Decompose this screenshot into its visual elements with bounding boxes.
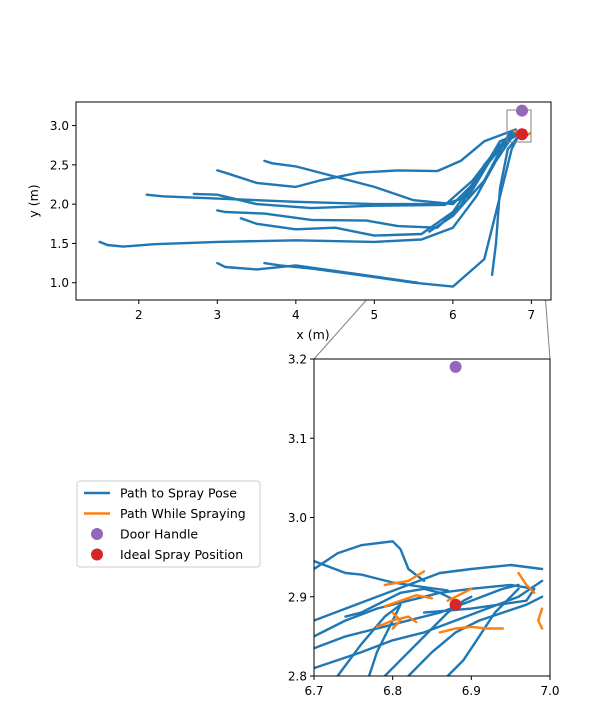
overview-y-tick-label: 3.0: [50, 119, 69, 133]
zoom-path-to-spray-line: [314, 540, 426, 583]
zoom-path-to-spray-line: [314, 559, 449, 592]
overview-y-ticks: 1.0 1.5 2.0 2.5 3.0: [50, 119, 76, 290]
overview-x-tick-label: 4: [292, 308, 300, 322]
zoom-path-while-spraying-line: [383, 594, 434, 608]
zoom-y-tick-label: 2.8: [288, 670, 307, 684]
zoom-path-to-spray-line: [314, 583, 520, 650]
zoom-panel: 6.7 6.8 6.9 7.0 2.8 2.9 3.0 3.1 3.2: [288, 353, 560, 699]
legend-label: Ideal Spray Position: [120, 547, 243, 562]
legend-label: Door Handle: [120, 527, 198, 542]
zoom-path-while-spraying-line: [391, 611, 402, 630]
legend-item-0: Path to Spray Pose: [84, 486, 237, 501]
zoom-path-to-spray-line: [344, 587, 457, 618]
zoom-x-ticks: 6.7 6.8 6.9 7.0: [304, 676, 560, 698]
zoom-x-tick-label: 7.0: [540, 684, 559, 698]
overview-x-axis-label: x (m): [296, 327, 329, 342]
zoom-y-tick-label: 3.0: [288, 511, 307, 525]
overview-plot-area: [76, 102, 551, 300]
zoom-path-to-spray-line: [314, 563, 544, 622]
overview-x-tick-label: 6: [449, 308, 457, 322]
overview-path-to-spray-line: [263, 132, 521, 288]
zoom-y-tick-label: 2.9: [288, 590, 307, 604]
zoom-x-tick-label: 6.8: [383, 684, 402, 698]
overview-path-to-spray-line: [490, 133, 521, 277]
overview-door-handle-marker: [516, 104, 528, 117]
overview-path-to-spray-line: [145, 132, 517, 206]
legend-marker-swatch: [91, 548, 103, 561]
overview-x-tick-label: 2: [135, 308, 143, 322]
overview-x-tick-label: 3: [214, 308, 222, 322]
zoom-ideal-spray-marker: [449, 598, 462, 611]
zoom-series: [314, 360, 544, 676]
zoom-x-tick-label: 6.7: [304, 684, 323, 698]
zoom-path-while-spraying-line: [438, 625, 504, 634]
zoom-path-to-spray-line: [383, 595, 473, 676]
overview-x-tick-label: 5: [371, 308, 379, 322]
zoom-path-while-spraying-line: [446, 587, 473, 602]
zoom-path-to-spray-line: [314, 579, 544, 670]
zoom-plot-area: [314, 359, 550, 676]
overview-frame: [75, 101, 552, 301]
zoom-path-while-spraying-line: [383, 570, 426, 587]
legend-label: Path to Spray Pose: [120, 486, 237, 501]
overview-series: [98, 104, 531, 288]
zoom-path-while-spraying-line: [375, 615, 418, 629]
overview-path-to-spray-line: [216, 128, 517, 189]
zoom-path-while-spraying-line: [537, 607, 544, 630]
overview-panel: 2 3 4 5 6 7 1.0 1.5 2.0 2.5 3.0 x (m) y (m): [26, 101, 552, 342]
zoom-path-to-spray-line: [336, 603, 402, 676]
overview-path-to-spray-line: [239, 128, 517, 237]
legend-label: Path While Spraying: [120, 506, 246, 521]
overview-x-ticks: 2 3 4 5 6 7: [135, 300, 535, 322]
overview-y-tick-label: 2.5: [50, 158, 69, 172]
zoom-y-tick-label: 3.1: [288, 432, 307, 446]
zoom-path-to-spray-line: [446, 587, 520, 676]
zoom-indicator-box: [506, 109, 532, 143]
legend-frame: [76, 480, 261, 568]
overview-y-tick-label: 2.0: [50, 198, 69, 212]
legend-item-2: Door Handle: [91, 527, 198, 542]
legend-item-1: Path While Spraying: [84, 506, 246, 521]
legend-item-3: Ideal Spray Position: [91, 547, 243, 562]
zoom-y-ticks: 2.8 2.9 3.0 3.1 3.2: [288, 353, 314, 684]
zoom-x-tick-label: 6.9: [462, 684, 481, 698]
zoom-door-handle-marker: [449, 360, 462, 373]
overview-x-tick-label: 7: [528, 308, 536, 322]
zoom-path-to-spray-line: [407, 595, 544, 676]
zoom-y-tick-label: 3.2: [288, 353, 307, 367]
overview-ideal-spray-marker: [516, 128, 528, 141]
zoom-path-while-spraying-line: [517, 571, 536, 594]
legend-marker-swatch: [91, 528, 103, 540]
overview-path-to-spray-line: [98, 136, 513, 248]
overview-y-tick-label: 1.0: [50, 276, 69, 290]
legend: Path to Spray Pose Path While Spraying Doo…: [76, 480, 261, 568]
overview-y-tick-label: 1.5: [50, 237, 69, 251]
overview-y-axis-label: y (m): [26, 184, 41, 217]
